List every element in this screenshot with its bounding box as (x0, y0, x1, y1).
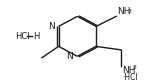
Text: N: N (48, 22, 54, 31)
Text: H: H (33, 32, 39, 41)
Text: 2: 2 (127, 9, 131, 14)
Text: 2: 2 (132, 65, 136, 70)
Text: ·HCl: ·HCl (122, 73, 138, 82)
Text: HCl: HCl (15, 32, 29, 41)
Text: NH: NH (122, 66, 135, 75)
Text: N: N (66, 52, 73, 61)
Text: NH: NH (117, 7, 130, 16)
